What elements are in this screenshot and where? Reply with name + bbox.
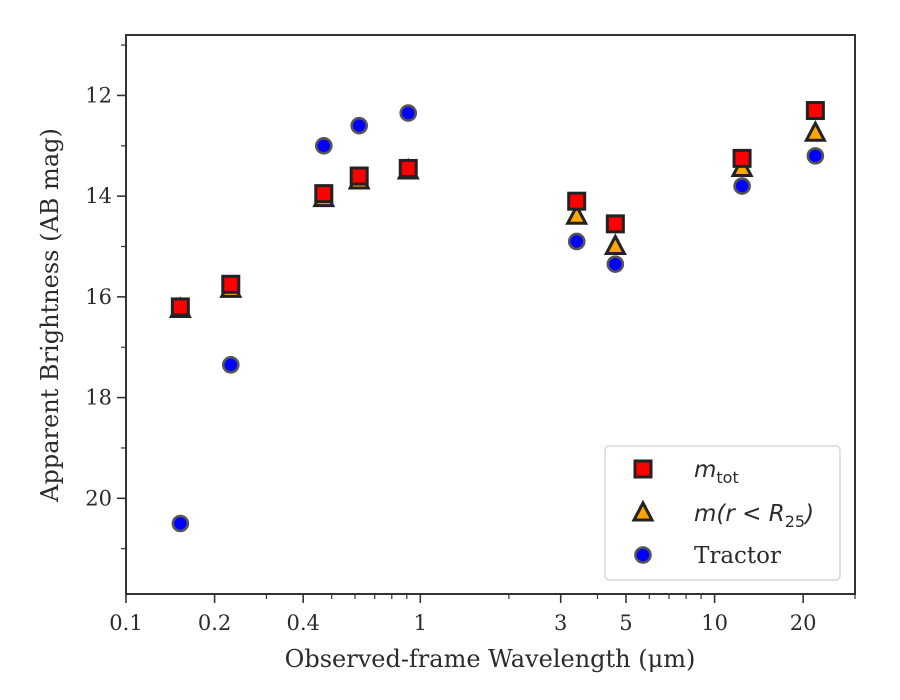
square-marker	[732, 148, 752, 168]
square-marker	[398, 158, 418, 178]
circle-point	[221, 356, 240, 374]
triangle-point	[603, 233, 627, 256]
square-point	[221, 274, 241, 294]
x-tick-label: 0.4	[286, 611, 319, 635]
plot-frame	[125, 34, 856, 595]
x-tick-label: 0.2	[198, 611, 231, 635]
square-point	[805, 101, 825, 121]
y-tick-label: 16	[85, 285, 112, 309]
triangle-point	[565, 203, 589, 225]
legend-label: Tractor	[694, 543, 781, 569]
y-tick-label: 18	[85, 386, 112, 410]
series-square	[170, 101, 825, 317]
circle-point	[171, 514, 190, 533]
triangle-marker	[631, 499, 655, 522]
x-axis-label: Observed-frame Wavelength (μm)	[285, 645, 696, 673]
square-marker	[567, 191, 587, 211]
legend-label: m(r < R25)	[694, 501, 814, 531]
circle-marker	[634, 546, 652, 564]
circle-marker	[733, 177, 751, 195]
circle-point	[350, 116, 368, 135]
circle-point	[567, 232, 586, 251]
x-tick-label: 0.1	[109, 611, 142, 635]
legend: mtot m(r < R25) Tractor	[604, 445, 841, 581]
x-tick-label: 20	[790, 611, 817, 635]
triangle-marker	[603, 233, 627, 256]
square-point	[732, 148, 752, 168]
square-marker	[805, 101, 825, 121]
circle-point	[314, 136, 333, 155]
plot-marks	[168, 101, 827, 533]
y-tick-label: 12	[85, 83, 112, 107]
square-marker	[633, 459, 653, 479]
triangle-marker	[565, 203, 589, 225]
circle-point	[606, 255, 625, 273]
legend-marker-circle	[634, 546, 652, 564]
series-triangle	[168, 119, 827, 318]
square-marker	[605, 214, 625, 234]
y-tick-label: 14	[85, 184, 112, 208]
y-tick-label: 20	[85, 486, 112, 510]
series-circle	[171, 104, 825, 533]
x-tick-label: 10	[701, 611, 728, 635]
circle-marker	[806, 147, 825, 165]
square-marker	[221, 274, 241, 294]
legend-marker-square	[633, 459, 653, 479]
legend-label: mtot	[694, 457, 739, 487]
square-point	[170, 297, 190, 317]
circle-point	[733, 177, 751, 195]
circle-marker	[171, 514, 190, 533]
square-point	[349, 166, 369, 186]
circle-marker	[221, 356, 240, 374]
triangle-point	[803, 119, 827, 142]
circle-marker	[350, 116, 368, 135]
circle-marker	[606, 255, 625, 273]
y-axis: 12 14 16 18 20	[85, 44, 126, 550]
circle-marker	[399, 104, 418, 122]
x-tick-label: 3	[554, 611, 567, 635]
circle-marker	[567, 232, 586, 251]
square-marker	[314, 184, 334, 204]
circle-point	[806, 147, 825, 165]
square-point	[314, 184, 334, 204]
square-marker	[349, 166, 369, 186]
legend-box	[604, 445, 841, 581]
square-marker	[170, 297, 190, 317]
square-point	[605, 214, 625, 234]
circle-marker	[314, 136, 333, 155]
square-point	[567, 191, 587, 211]
x-axis: 0.1 0.2 0.4 1 3 5 10 20	[109, 594, 856, 635]
triangle-marker	[803, 119, 827, 142]
circle-point	[399, 104, 418, 122]
legend-marker-triangle	[631, 499, 655, 522]
y-axis-label: Apparent Brightness (AB mag)	[36, 128, 64, 503]
x-tick-label: 5	[619, 611, 632, 635]
square-point	[398, 158, 418, 178]
x-tick-label: 1	[414, 611, 427, 635]
